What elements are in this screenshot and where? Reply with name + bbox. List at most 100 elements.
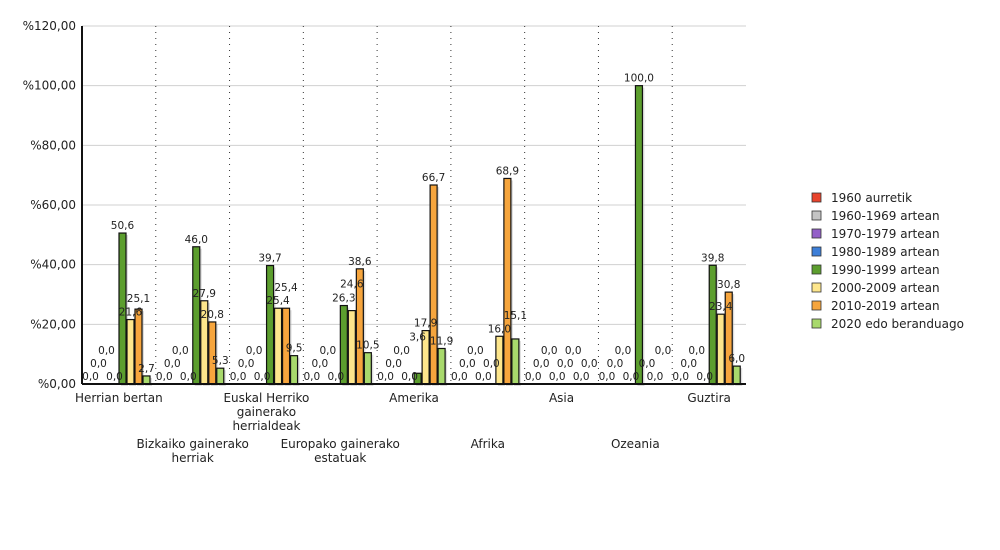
data-label: 0,0 [541, 345, 558, 357]
x-tick-label: Afrika [471, 437, 505, 451]
data-label: 23,4 [709, 301, 733, 313]
bar[interactable] [732, 365, 741, 385]
data-label: 39,7 [258, 253, 281, 265]
legend-swatch [811, 192, 822, 203]
y-tick-label: %40,00 [30, 258, 76, 272]
bar[interactable] [363, 352, 372, 385]
data-label: 0,0 [156, 371, 173, 383]
legend-label[interactable]: 1960-1969 artean [831, 209, 940, 223]
bar[interactable] [347, 310, 356, 385]
data-label: 0,0 [303, 371, 320, 383]
data-label: 0,0 [106, 371, 123, 383]
data-label: 46,0 [185, 234, 208, 246]
x-tick-label: Bizkaiko gainerako herriak [136, 437, 248, 465]
data-label: 0,0 [623, 371, 640, 383]
data-label: 68,9 [496, 165, 519, 177]
data-label: 0,0 [467, 345, 484, 357]
data-label: 10,5 [356, 340, 379, 352]
bar[interactable] [142, 375, 151, 385]
bar[interactable] [126, 318, 135, 385]
data-label: 38,6 [348, 256, 372, 268]
legend-swatch [811, 318, 822, 329]
data-label: 0,0 [90, 358, 107, 370]
data-label: 0,0 [549, 371, 566, 383]
data-label: 0,0 [647, 371, 664, 383]
data-label: 0,0 [230, 371, 247, 383]
legend-label[interactable]: 2020 edo beranduago [831, 317, 964, 331]
data-label: 0,0 [385, 358, 402, 370]
x-tick-label: Asia [549, 391, 574, 405]
data-label: 100,0 [624, 73, 654, 85]
data-label: 0,0 [246, 345, 263, 357]
y-tick-label: %0,00 [38, 377, 76, 391]
data-label: 0,0 [525, 371, 542, 383]
data-label: 0,0 [688, 345, 705, 357]
bar[interactable] [273, 307, 283, 385]
bar[interactable] [289, 355, 299, 385]
data-label: 0,0 [180, 371, 197, 383]
legend-swatch [811, 264, 822, 275]
data-label: 25,4 [266, 295, 290, 307]
legend-label[interactable]: 2010-2019 artean [831, 299, 940, 313]
data-label: 0,0 [655, 345, 672, 357]
x-tick-label: Europako gainerako estatuak [281, 437, 400, 465]
data-label: 9,5 [286, 343, 303, 355]
legend-label[interactable]: 1970-1979 artean [831, 227, 940, 241]
data-label: 0,0 [615, 345, 632, 357]
bar[interactable] [511, 338, 520, 385]
y-tick-label: %20,00 [30, 317, 76, 331]
data-label: 0,0 [393, 345, 410, 357]
data-label: 11,9 [430, 335, 453, 347]
legend-label[interactable]: 1980-1989 artean [831, 245, 940, 259]
data-label: 0,0 [573, 371, 590, 383]
data-label: 24,6 [340, 279, 364, 291]
y-tick-label: %60,00 [30, 198, 76, 212]
data-label: 0,0 [599, 371, 616, 383]
legend-swatch [811, 210, 822, 221]
data-label: 0,0 [475, 371, 492, 383]
bar[interactable] [265, 264, 275, 385]
bar[interactable] [503, 177, 512, 385]
legend-swatch [811, 300, 822, 311]
bar[interactable] [716, 313, 725, 385]
bar[interactable] [192, 246, 201, 385]
legend-label[interactable]: 1990-1999 artean [831, 263, 940, 277]
data-label: 0,0 [254, 371, 271, 383]
x-tick-label: Amerika [389, 391, 439, 405]
bar[interactable] [437, 347, 446, 385]
data-label: 0,0 [581, 358, 598, 370]
data-label: 0,0 [557, 358, 574, 370]
data-label: 6,0 [728, 353, 745, 365]
legend-label[interactable]: 2000-2009 artean [831, 281, 940, 295]
data-label: 20,8 [201, 309, 224, 321]
data-label: 0,0 [696, 371, 713, 383]
data-label: 17,9 [414, 318, 437, 330]
data-label: 0,0 [672, 371, 689, 383]
bar[interactable] [429, 184, 438, 385]
data-label: 0,0 [680, 358, 697, 370]
bar[interactable] [634, 85, 644, 385]
bar[interactable] [216, 367, 225, 385]
data-label: 25,4 [274, 282, 298, 294]
y-tick-label: %120,00 [23, 19, 76, 33]
bar[interactable] [208, 321, 217, 385]
data-label: 0,0 [164, 358, 181, 370]
data-label: 0,0 [238, 358, 255, 370]
data-label: 0,0 [533, 358, 550, 370]
data-label: 25,1 [127, 293, 150, 305]
data-label: 21,6 [119, 307, 143, 319]
data-label: 0,0 [639, 358, 656, 370]
data-label: 0,0 [401, 371, 418, 383]
legend-swatch [811, 246, 822, 257]
data-label: 3,6 [409, 331, 426, 343]
data-label: 39,8 [701, 252, 724, 264]
data-label: 0,0 [377, 371, 394, 383]
data-label: 0,0 [319, 345, 336, 357]
y-tick-label: %100,00 [23, 79, 76, 93]
legend-label[interactable]: 1960 aurretik [831, 191, 912, 205]
data-label: 0,0 [327, 371, 344, 383]
bar[interactable] [708, 264, 717, 385]
x-tick-label: Euskal Herriko gainerako herrialdeak [223, 391, 309, 433]
